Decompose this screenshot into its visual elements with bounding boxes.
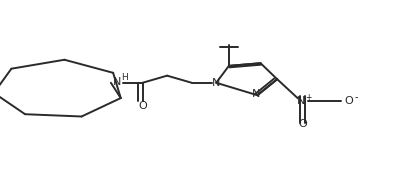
Text: -: -: [355, 92, 358, 102]
Text: O: O: [298, 119, 307, 129]
Text: N: N: [251, 89, 260, 99]
Text: N: N: [297, 96, 305, 106]
Text: N: N: [113, 77, 122, 87]
Text: N: N: [212, 78, 221, 88]
Text: H: H: [121, 73, 128, 82]
Text: O: O: [344, 96, 353, 106]
Text: O: O: [138, 101, 147, 111]
Text: +: +: [305, 93, 311, 101]
